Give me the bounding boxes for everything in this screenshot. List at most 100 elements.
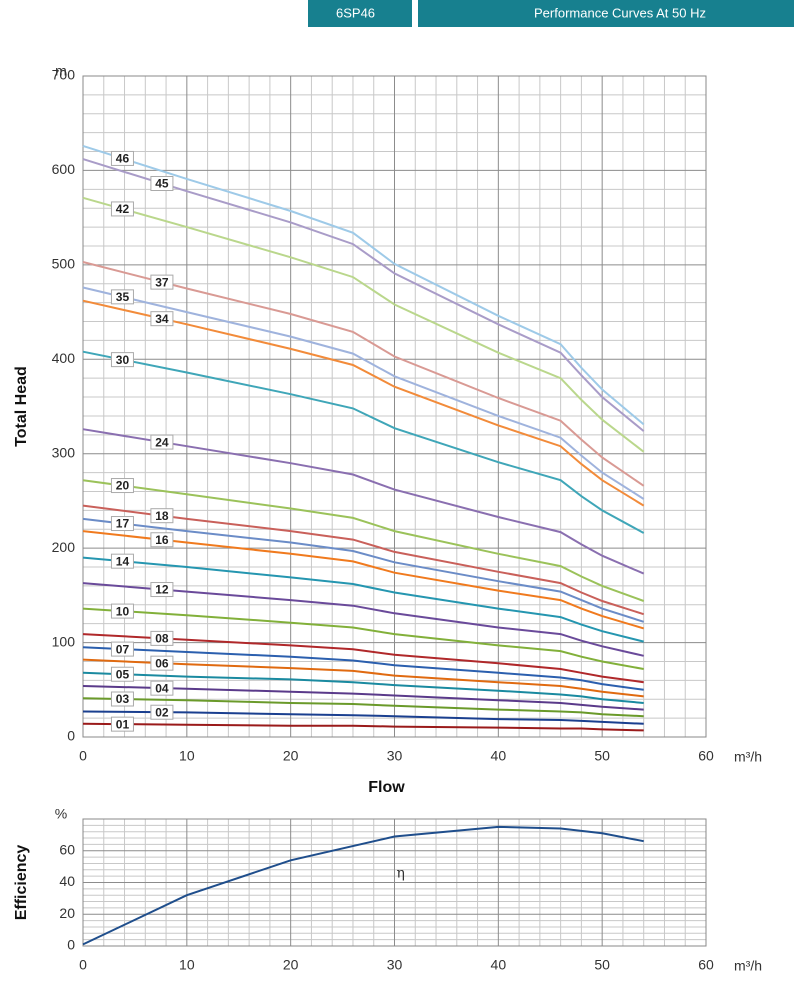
curve-label: 45 bbox=[155, 177, 169, 191]
curve bbox=[82, 261, 645, 487]
curve-label: 03 bbox=[116, 692, 130, 706]
x-tick-label: 30 bbox=[387, 748, 403, 764]
curve-label-box bbox=[150, 655, 174, 671]
curve-label: 17 bbox=[116, 517, 130, 531]
curve-label: 30 bbox=[116, 353, 130, 367]
x-tick-label: 10 bbox=[179, 957, 195, 973]
curve-label-box bbox=[110, 150, 134, 166]
curve-label-box bbox=[150, 582, 174, 598]
curve-label-box bbox=[110, 641, 134, 657]
curve-label-box bbox=[110, 553, 134, 569]
x-tick-label: 30 bbox=[387, 957, 403, 973]
curve-label-box bbox=[150, 704, 174, 720]
curve-label: 12 bbox=[155, 583, 169, 597]
x-tick-label: 60 bbox=[698, 957, 714, 973]
title-tab bbox=[418, 0, 794, 27]
curve-label: 16 bbox=[155, 533, 169, 547]
curve bbox=[82, 633, 644, 684]
curve-label: 37 bbox=[155, 275, 169, 289]
y-tick-label: 40 bbox=[59, 873, 75, 889]
curve bbox=[82, 428, 645, 575]
x-tick-label: 10 bbox=[179, 748, 195, 764]
curve-label: 42 bbox=[116, 202, 130, 216]
y-tick-label: 300 bbox=[52, 444, 76, 460]
curve bbox=[82, 158, 645, 432]
curve-label: 01 bbox=[116, 717, 130, 731]
curve-label: 18 bbox=[155, 509, 169, 523]
model-tab bbox=[308, 0, 412, 27]
y-tick-label: 0 bbox=[67, 728, 75, 744]
curve bbox=[82, 556, 644, 643]
curve-label: 02 bbox=[155, 705, 169, 719]
curve-label-box bbox=[150, 274, 174, 290]
x-axis-title: Flow bbox=[368, 779, 405, 796]
curve-label-box bbox=[150, 630, 174, 646]
curve-label: 34 bbox=[155, 312, 169, 326]
curve-label: 24 bbox=[155, 435, 169, 449]
curve-label-box bbox=[110, 666, 134, 682]
y-unit: % bbox=[55, 806, 67, 822]
x-tick-label: 0 bbox=[79, 748, 87, 764]
plot-frame bbox=[82, 75, 707, 738]
curve bbox=[82, 286, 645, 500]
curve-label: 04 bbox=[155, 681, 169, 695]
curve-label-box bbox=[110, 352, 134, 368]
y-tick-label: 700 bbox=[52, 67, 76, 83]
curve bbox=[82, 825, 644, 946]
x-tick-label: 40 bbox=[491, 748, 507, 764]
curve-label-box bbox=[150, 508, 174, 524]
y-axis-title: Efficiency bbox=[13, 845, 30, 921]
curve-label: 07 bbox=[116, 642, 130, 656]
curve bbox=[82, 530, 644, 630]
x-tick-label: 0 bbox=[79, 957, 87, 973]
curve-label-box bbox=[110, 289, 134, 305]
y-tick-label: 100 bbox=[52, 633, 76, 649]
x-unit: m³/h bbox=[734, 749, 762, 765]
curve-label-box bbox=[150, 175, 174, 191]
curve bbox=[82, 697, 644, 718]
y-tick-label: 60 bbox=[59, 841, 75, 857]
y-tick-label: 20 bbox=[59, 905, 75, 921]
curve bbox=[82, 710, 644, 725]
x-tick-label: 20 bbox=[283, 748, 299, 764]
y-unit: m bbox=[55, 63, 67, 79]
curve-label: 46 bbox=[116, 152, 130, 166]
model-name: 6SP46 bbox=[336, 5, 375, 20]
curve-label: 06 bbox=[155, 656, 169, 670]
curve bbox=[82, 517, 645, 623]
curve bbox=[82, 722, 644, 732]
x-tick-label: 40 bbox=[491, 957, 507, 973]
y-axis-title: Total Head bbox=[13, 366, 30, 447]
curve-label-box bbox=[110, 691, 134, 707]
x-tick-label: 60 bbox=[698, 748, 714, 764]
curve bbox=[82, 504, 645, 616]
curve bbox=[82, 658, 644, 698]
curve-label: 08 bbox=[155, 632, 169, 646]
curve-label-box bbox=[110, 716, 134, 732]
plot-frame bbox=[82, 818, 707, 947]
curve bbox=[82, 299, 645, 507]
x-tick-label: 50 bbox=[594, 748, 610, 764]
curve bbox=[82, 479, 645, 602]
curve bbox=[82, 646, 644, 691]
curve bbox=[82, 607, 644, 670]
curve-label-box bbox=[110, 516, 134, 532]
page-title: Performance Curves At 50 Hz bbox=[534, 5, 706, 20]
x-unit: m³/h bbox=[734, 958, 762, 974]
curve bbox=[82, 582, 644, 657]
curve bbox=[82, 144, 645, 426]
curve-label: 10 bbox=[116, 604, 130, 618]
y-tick-label: 200 bbox=[52, 539, 76, 555]
curve-label-box bbox=[150, 311, 174, 327]
x-tick-label: 50 bbox=[594, 957, 610, 973]
curve bbox=[82, 685, 644, 711]
curve-label-box bbox=[150, 680, 174, 696]
y-tick-label: 600 bbox=[52, 161, 76, 177]
curve-label-box bbox=[110, 603, 134, 619]
curve-label-box bbox=[110, 478, 134, 494]
curve-label-box bbox=[150, 434, 174, 450]
annotation: η bbox=[397, 866, 405, 882]
curve-label: 14 bbox=[116, 554, 130, 568]
y-tick-label: 500 bbox=[52, 256, 76, 272]
